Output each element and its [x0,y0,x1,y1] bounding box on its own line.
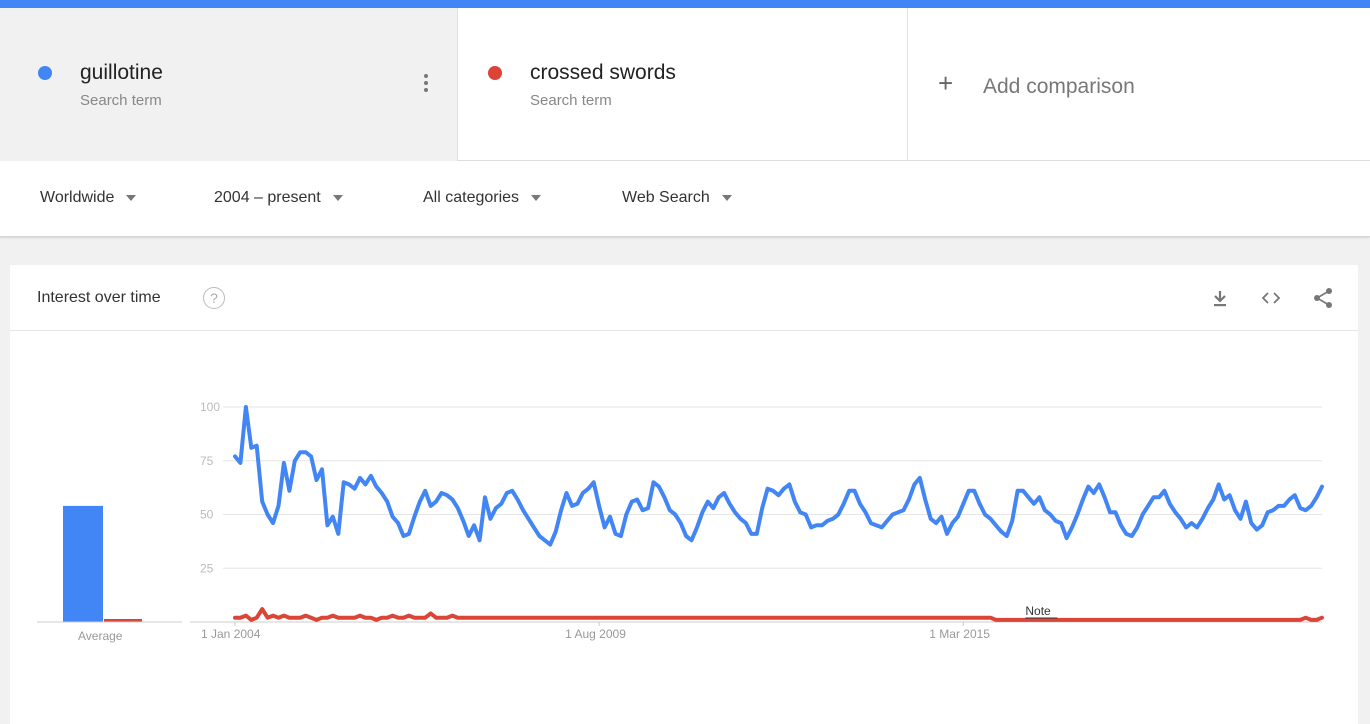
term-type-label: Search term [80,92,162,109]
add-comparison-label: Add comparison [983,75,1135,98]
more-options-icon[interactable] [418,74,434,98]
filter-bar: Worldwide 2004 – present All categories … [0,161,1370,237]
term-color-dot [488,66,502,80]
add-comparison-button[interactable]: + Add comparison [908,8,1370,160]
x-tick-label: 1 Aug 2009 [565,627,626,641]
top-accent-bar [0,0,1370,8]
x-tick-label: 1 Mar 2015 [929,627,990,641]
embed-icon[interactable] [1258,285,1284,311]
series-line-crossed-swords [233,607,1324,622]
caret-down-icon [531,194,542,201]
term-type-label: Search term [530,92,612,109]
search-type-label: Web Search [622,189,710,206]
y-tick-label: 75 [200,454,214,468]
category-label: All categories [423,189,520,206]
term-card-guillotine[interactable]: guillotine Search term [8,8,458,161]
interest-chart: 100 75 50 25 1 Jan 2004 1 Aug 2009 1 Mar 2015 A… [37,400,1324,643]
y-tick-label: 100 [200,400,220,414]
card-title: Interest over time [37,289,161,306]
average-bar-crossed-swords [104,619,142,622]
note-label: Note [1025,604,1051,618]
card-header: Interest over time ? [10,265,1358,331]
interest-over-time-card: Interest over time ? 100 75 50 25 1 Jan 2004… [10,265,1358,724]
term-name[interactable]: guillotine [80,61,163,84]
term-name[interactable]: crossed swords [530,61,676,84]
help-icon[interactable]: ? [203,287,225,309]
search-type-dropdown[interactable]: Web Search [622,189,732,207]
caret-down-icon [126,194,137,201]
term-card-crossed-swords[interactable]: crossed swords Search term [458,8,908,161]
download-icon[interactable] [1207,285,1233,311]
x-tick-label: 1 Jan 2004 [201,627,261,641]
region-label: Worldwide [40,189,115,206]
y-tick-label: 25 [200,561,214,575]
region-dropdown[interactable]: Worldwide [40,189,137,207]
term-color-dot [38,66,52,80]
caret-down-icon [721,194,732,201]
share-icon[interactable] [1310,285,1336,311]
average-label: Average [78,629,123,643]
time-range-dropdown[interactable]: 2004 – present [214,189,343,207]
series-line-guillotine [233,405,1324,547]
search-terms-bar: guillotine Search term crossed swords Se… [8,8,1370,161]
time-range-label: 2004 – present [214,189,321,206]
caret-down-icon [332,194,343,201]
average-bar-guillotine [63,505,103,622]
category-dropdown[interactable]: All categories [423,189,542,207]
plus-icon: + [938,68,954,98]
y-tick-label: 50 [200,508,214,522]
